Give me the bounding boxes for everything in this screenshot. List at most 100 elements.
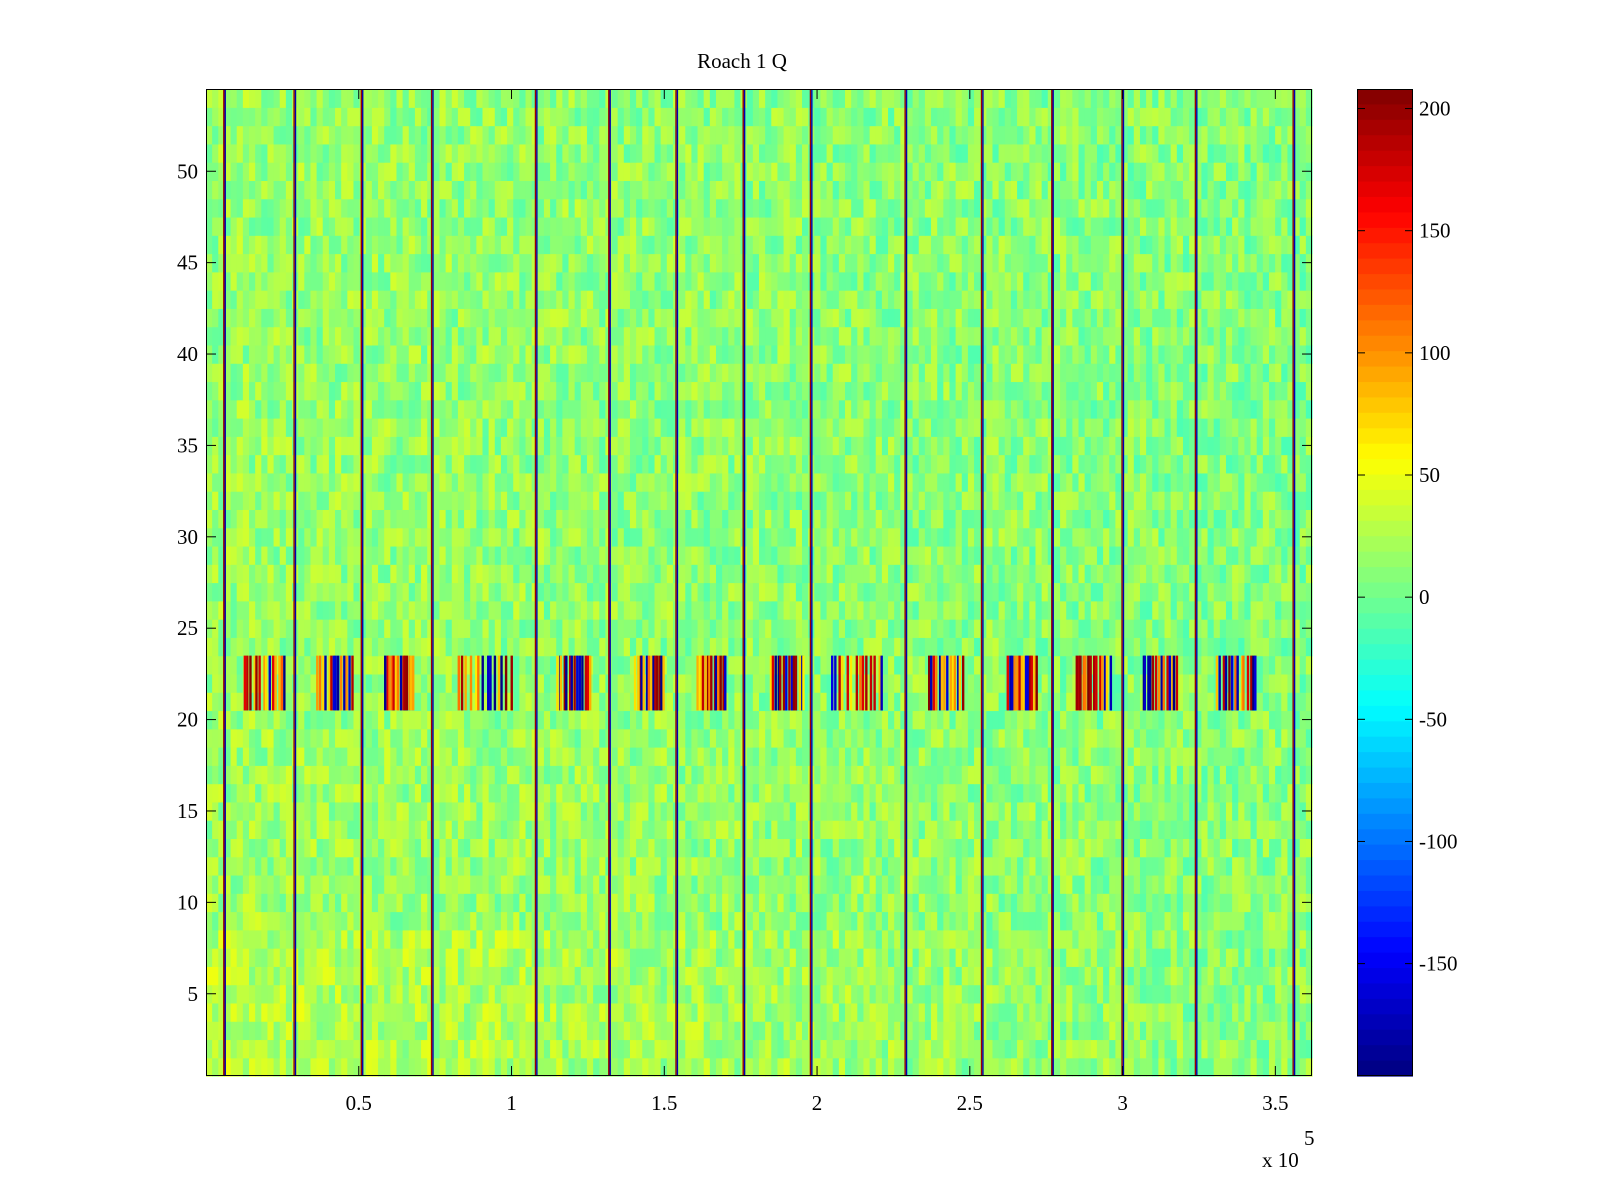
heatmap-cell bbox=[1281, 874, 1289, 894]
heatmap-cell bbox=[623, 1039, 631, 1059]
heatmap-cell bbox=[1207, 1039, 1215, 1059]
heatmap-cell bbox=[1041, 710, 1049, 730]
heatmap-cell bbox=[783, 765, 791, 785]
heatmap-cell bbox=[593, 948, 600, 967]
heatmap-cell bbox=[752, 929, 760, 949]
heatmap-cell bbox=[955, 966, 963, 986]
heatmap-cell bbox=[255, 600, 262, 620]
heatmap-cell bbox=[310, 1057, 318, 1077]
heatmap-cell bbox=[316, 966, 324, 986]
heatmap-cell bbox=[900, 655, 908, 675]
heatmap-cell bbox=[580, 801, 588, 821]
heatmap-cell bbox=[1041, 1021, 1049, 1041]
heatmap-cell bbox=[783, 1057, 791, 1077]
heatmap-cell bbox=[365, 710, 373, 730]
heatmap-cell bbox=[1010, 1002, 1018, 1022]
heatmap-cell bbox=[408, 783, 416, 803]
heatmap-cell bbox=[715, 783, 723, 803]
heatmap-cell bbox=[623, 637, 631, 657]
heatmap-cell bbox=[353, 600, 361, 620]
heatmap-cell bbox=[574, 728, 582, 748]
heatmap-cell bbox=[888, 619, 895, 638]
heatmap-cell bbox=[445, 966, 453, 986]
heatmap-cell bbox=[371, 747, 379, 766]
heatmap-cell bbox=[722, 582, 729, 602]
heatmap-cell bbox=[562, 874, 570, 894]
heatmap-cell bbox=[992, 728, 1000, 748]
heatmap-cell bbox=[783, 856, 791, 876]
heatmap-cell bbox=[445, 637, 453, 657]
heatmap-cell bbox=[1213, 1039, 1221, 1059]
heatmap-cell bbox=[875, 966, 883, 986]
heatmap-cell bbox=[279, 600, 287, 620]
heatmap-cell bbox=[476, 747, 484, 766]
heatmap-cell bbox=[507, 765, 514, 785]
heatmap-cell bbox=[949, 929, 957, 949]
heatmap-cell bbox=[304, 747, 312, 766]
heatmap-cell bbox=[900, 1057, 908, 1077]
heatmap-cell bbox=[888, 1057, 895, 1077]
heatmap-cell bbox=[230, 673, 238, 693]
heatmap-cell bbox=[722, 820, 729, 839]
heatmap-cell bbox=[623, 619, 631, 638]
heatmap-cell bbox=[1182, 619, 1190, 638]
heatmap-cell bbox=[894, 637, 901, 657]
heatmap-cell bbox=[574, 801, 582, 821]
heatmap-cell bbox=[845, 564, 852, 584]
heatmap-cell bbox=[636, 728, 643, 748]
heatmap-cell bbox=[728, 948, 736, 967]
heatmap-cell bbox=[335, 765, 342, 785]
heatmap-cell bbox=[654, 600, 662, 620]
heatmap-cell bbox=[1133, 893, 1141, 913]
heatmap-cell bbox=[580, 655, 588, 675]
heatmap-cell bbox=[636, 1002, 643, 1022]
heatmap-cell bbox=[906, 966, 914, 986]
heatmap-cell bbox=[261, 911, 269, 931]
heatmap-cell bbox=[906, 1039, 914, 1059]
heatmap-cell bbox=[906, 673, 914, 693]
heatmap-row bbox=[206, 765, 1313, 785]
heatmap-cell bbox=[482, 838, 490, 858]
heatmap-cell bbox=[918, 600, 926, 620]
heatmap-cell bbox=[1213, 728, 1221, 748]
heatmap-cell bbox=[814, 856, 822, 876]
heatmap-cell bbox=[218, 856, 226, 876]
heatmap-cell bbox=[1139, 929, 1147, 949]
heatmap-cell bbox=[279, 637, 287, 657]
heatmap-cell bbox=[586, 582, 594, 602]
heatmap-cell bbox=[341, 728, 348, 748]
heatmap-cell bbox=[421, 655, 428, 675]
heatmap-cell bbox=[347, 1021, 355, 1041]
heatmap-cell bbox=[1268, 765, 1276, 785]
heatmap-cell bbox=[580, 582, 588, 602]
heatmap-cell bbox=[568, 600, 576, 620]
heatmap-cell bbox=[931, 893, 938, 913]
heatmap-cell bbox=[304, 564, 312, 584]
heatmap-cell bbox=[341, 747, 348, 766]
heatmap-cell bbox=[1146, 728, 1153, 748]
heatmap-cell bbox=[396, 929, 404, 949]
heatmap-cell bbox=[1293, 1039, 1301, 1059]
heatmap-cell bbox=[328, 911, 336, 931]
heatmap-cell bbox=[1121, 1021, 1129, 1041]
heatmap-cell bbox=[1207, 948, 1215, 967]
heatmap-cell bbox=[353, 655, 361, 675]
heatmap-cell bbox=[623, 929, 631, 949]
heatmap-cell bbox=[734, 655, 742, 675]
heatmap-cell bbox=[1035, 911, 1043, 931]
heatmap-cell bbox=[967, 747, 975, 766]
heatmap-cell bbox=[863, 948, 871, 967]
heatmap-cell bbox=[1293, 765, 1301, 785]
heatmap-cell bbox=[1195, 893, 1202, 913]
heatmap-cell bbox=[242, 929, 250, 949]
heatmap-cell bbox=[666, 619, 674, 638]
heatmap-cell bbox=[943, 856, 951, 876]
heatmap-cell bbox=[967, 1039, 975, 1059]
heatmap-cell bbox=[912, 710, 920, 730]
heatmap-cell bbox=[617, 874, 625, 894]
heatmap-cell bbox=[224, 655, 232, 675]
heatmap-cell bbox=[1213, 619, 1221, 638]
heatmap-cell bbox=[335, 984, 342, 1004]
heatmap-cell bbox=[715, 600, 723, 620]
heatmap-cell bbox=[881, 1057, 889, 1077]
